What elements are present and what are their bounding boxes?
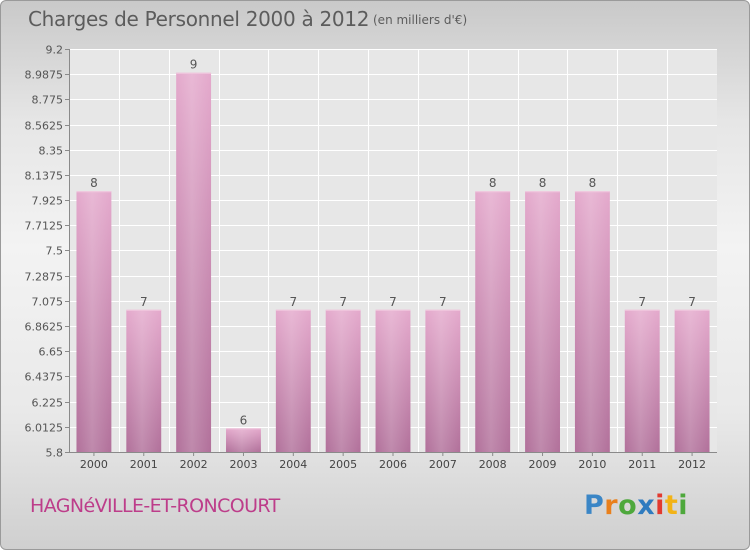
data-label: 7 bbox=[638, 295, 646, 309]
y-tick-label: 8.35 bbox=[39, 145, 64, 158]
x-tick-label: 2004 bbox=[279, 458, 307, 471]
bar-highlight bbox=[475, 191, 511, 452]
x-tick-label: 2001 bbox=[130, 458, 158, 471]
logo-letter: x bbox=[637, 490, 656, 521]
data-label: 7 bbox=[439, 295, 447, 309]
y-tick-label: 6.8625 bbox=[25, 321, 64, 334]
bar-highlight bbox=[425, 309, 461, 452]
logo-letter: i bbox=[678, 490, 689, 521]
data-label: 8 bbox=[589, 176, 597, 190]
y-tick-label: 8.9875 bbox=[25, 69, 64, 82]
bar-highlight bbox=[176, 72, 212, 453]
data-label: 6 bbox=[240, 413, 248, 427]
data-label: 7 bbox=[339, 295, 347, 309]
proxiti-logo: Proxiti bbox=[584, 490, 688, 521]
bar-highlight bbox=[275, 309, 311, 452]
x-tick-label: 2005 bbox=[329, 458, 357, 471]
bar-highlight bbox=[525, 191, 560, 452]
x-tick-label: 2002 bbox=[180, 458, 208, 471]
x-tick-label: 2009 bbox=[529, 458, 557, 471]
y-tick-label: 6.4375 bbox=[25, 371, 64, 384]
x-tick-label: 2006 bbox=[379, 458, 407, 471]
chart-subtitle: (en milliers d'€) bbox=[373, 13, 468, 27]
logo-letter: r bbox=[604, 490, 619, 521]
bar-highlight bbox=[375, 309, 411, 452]
y-tick-label: 7.5 bbox=[46, 245, 64, 258]
data-label: 8 bbox=[539, 176, 547, 190]
x-tick-label: 2003 bbox=[229, 458, 257, 471]
logo-letter: i bbox=[655, 490, 665, 521]
chart-title: Charges de Personnel 2000 à 2012 bbox=[28, 7, 370, 31]
logo-letter: t bbox=[664, 490, 679, 521]
data-label: 7 bbox=[140, 295, 148, 309]
data-label: 9 bbox=[190, 58, 198, 72]
y-tick-label: 8.775 bbox=[32, 94, 64, 107]
data-label: 8 bbox=[90, 176, 98, 190]
x-tick-label: 2008 bbox=[479, 458, 507, 471]
y-tick-label: 5.8 bbox=[46, 447, 64, 460]
bar-highlight bbox=[325, 309, 361, 452]
y-tick-label: 6.225 bbox=[32, 397, 64, 410]
x-tick-label: 2007 bbox=[429, 458, 457, 471]
commune-name: HAGNéVILLE-ET-RONCOURT bbox=[30, 495, 280, 517]
bar-highlight bbox=[574, 191, 610, 452]
data-label: 7 bbox=[389, 295, 397, 309]
data-label: 7 bbox=[289, 295, 297, 309]
y-tick-label: 7.925 bbox=[32, 195, 64, 208]
y-tick-label: 8.1375 bbox=[25, 170, 64, 183]
bar-highlight bbox=[76, 191, 112, 452]
x-tick-label: 2000 bbox=[80, 458, 108, 471]
y-tick-label: 9.2 bbox=[46, 44, 64, 57]
y-tick-label: 8.5625 bbox=[25, 120, 64, 133]
bar-highlight bbox=[624, 309, 660, 452]
bar-highlight bbox=[226, 428, 261, 452]
y-tick-label: 7.7125 bbox=[25, 220, 64, 233]
x-tick-label: 2010 bbox=[578, 458, 606, 471]
data-label: 8 bbox=[489, 176, 497, 190]
x-tick-label: 2011 bbox=[628, 458, 656, 471]
logo-letter: o bbox=[618, 490, 638, 521]
data-label: 7 bbox=[688, 295, 696, 309]
y-tick-label: 7.2875 bbox=[25, 271, 64, 284]
y-tick-label: 6.65 bbox=[39, 346, 64, 359]
x-tick-label: 2012 bbox=[678, 458, 706, 471]
y-tick-label: 6.0125 bbox=[25, 422, 64, 435]
bar-highlight bbox=[674, 309, 710, 452]
bar-highlight bbox=[126, 309, 162, 452]
logo-letter: P bbox=[584, 490, 605, 521]
y-tick-label: 7.075 bbox=[32, 296, 64, 309]
